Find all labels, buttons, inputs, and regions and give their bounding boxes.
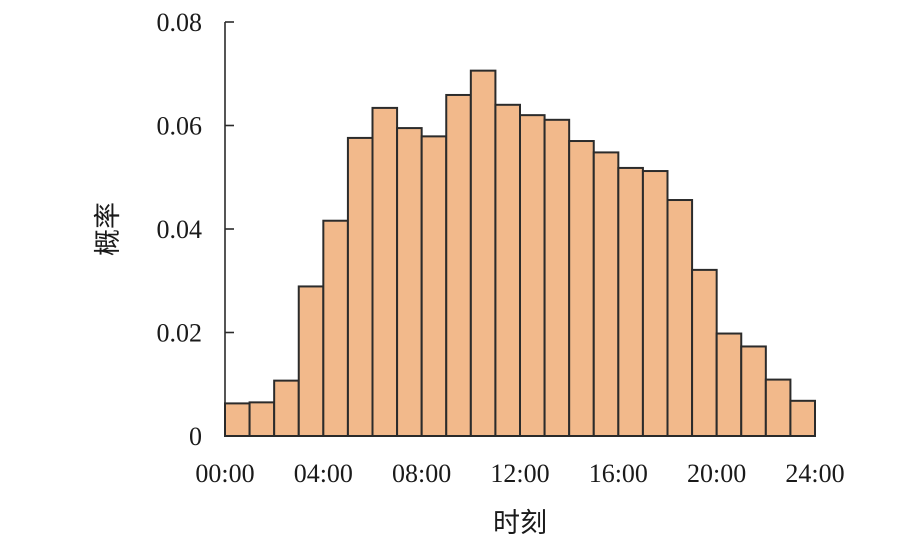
histogram-bar	[568, 140, 595, 437]
y-tick-label: 0.06	[157, 112, 203, 141]
x-axis-ticks: 00:00 04:00 08:00 12:00 16:00 20:00 24:00	[195, 459, 844, 488]
histogram-bar	[371, 106, 399, 437]
x-tick-label: 12:00	[490, 459, 549, 488]
x-tick-label: 04:00	[294, 459, 353, 488]
histogram-bar	[519, 114, 546, 438]
histogram-bar	[543, 118, 571, 438]
histogram-bar	[273, 379, 300, 438]
bars-group	[224, 69, 817, 438]
histogram-bar	[346, 136, 374, 437]
histogram-bar	[224, 402, 251, 437]
histogram-bar	[666, 199, 694, 437]
y-axis-title: 概率	[93, 202, 124, 256]
y-tick-label: 0.04	[157, 215, 203, 244]
y-tick-label: 0	[189, 422, 202, 451]
y-tick-label: 0.08	[157, 8, 203, 37]
histogram-bar	[297, 285, 325, 437]
histogram-bar	[617, 166, 644, 437]
histogram-bar	[420, 135, 448, 437]
x-tick-label: 20:00	[687, 459, 746, 488]
histogram-bar	[715, 332, 743, 437]
x-tick-label: 00:00	[195, 459, 254, 488]
y-tick-label: 0.02	[157, 319, 203, 348]
x-tick-label: 08:00	[392, 459, 451, 488]
histogram-bar	[789, 399, 817, 437]
histogram-bar	[248, 401, 276, 437]
histogram-bar	[494, 103, 521, 438]
x-tick-label: 16:00	[589, 459, 648, 488]
histogram-bar	[445, 93, 472, 437]
x-tick-label: 24:00	[785, 459, 844, 488]
histogram-bar	[740, 345, 767, 437]
histogram-bar	[469, 69, 497, 438]
x-axis-title: 时刻	[493, 508, 547, 539]
histogram-bar	[592, 151, 620, 437]
histogram-bar	[396, 127, 423, 437]
histogram-bar	[691, 268, 718, 437]
histogram-bar	[764, 378, 792, 437]
y-axis-ticks: 0 0.02 0.04 0.06 0.08	[157, 8, 234, 451]
histogram-bar	[322, 219, 349, 437]
histogram-bar	[641, 170, 669, 437]
